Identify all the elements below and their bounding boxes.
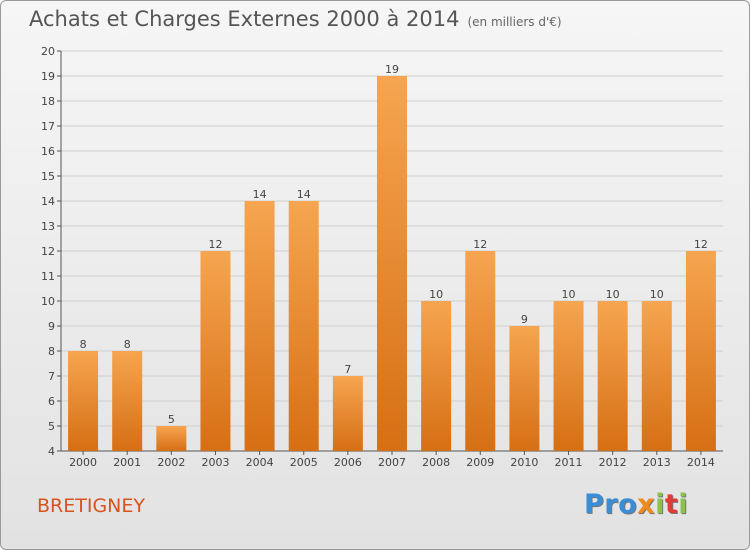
logo-t: t	[664, 489, 679, 520]
x-tick-label: 2012	[599, 456, 627, 469]
x-tick-label: 2006	[334, 456, 362, 469]
bar	[112, 351, 143, 451]
y-tick-label: 7	[48, 370, 55, 383]
bar	[597, 301, 628, 451]
bar	[509, 326, 540, 451]
bar	[200, 251, 231, 451]
chart-title-text: Achats et Charges Externes 2000 à 2014	[29, 7, 460, 31]
x-tick-label: 2002	[157, 456, 185, 469]
bar-value-label: 9	[521, 313, 528, 326]
bar	[244, 201, 275, 451]
bar	[288, 201, 319, 451]
bar-value-label: 10	[650, 288, 664, 301]
y-tick-label: 18	[41, 95, 55, 108]
y-tick-label: 6	[48, 395, 55, 408]
x-tick-label: 2013	[643, 456, 671, 469]
y-tick-label: 16	[41, 145, 55, 158]
x-tick-label: 2000	[69, 456, 97, 469]
bar-value-label: 7	[344, 363, 351, 376]
bar-value-label: 19	[385, 63, 399, 76]
y-tick-label: 8	[48, 345, 55, 358]
bar	[332, 376, 363, 451]
bar	[465, 251, 496, 451]
x-tick-label: 2004	[246, 456, 274, 469]
x-tick-label: 2005	[290, 456, 318, 469]
logo-pro: Pro	[584, 489, 638, 520]
bar-value-label: 12	[208, 238, 222, 251]
bar-value-label: 8	[80, 338, 87, 351]
y-tick-label: 20	[41, 45, 55, 58]
y-tick-label: 17	[41, 120, 55, 133]
commune-name: BRETIGNEY	[37, 495, 145, 517]
bar	[156, 426, 187, 451]
y-tick-label: 13	[41, 220, 55, 233]
y-tick-label: 14	[41, 195, 55, 208]
logo-i: i	[655, 489, 665, 520]
data-labels: 8 8 5 12 14 14 7 19 10 12 9 10 10 10 12	[80, 63, 708, 426]
bar-value-label: 10	[606, 288, 620, 301]
bar	[641, 301, 672, 451]
bar	[68, 351, 99, 451]
logo-i2: i	[678, 489, 689, 520]
bar-value-label: 5	[168, 413, 175, 426]
y-tick-label: 19	[41, 70, 55, 83]
logo-x: x	[637, 489, 656, 520]
proxiti-logo[interactable]: Proxiti	[584, 489, 688, 520]
x-tick-label: 2001	[113, 456, 141, 469]
bar	[685, 251, 716, 451]
bar-value-label: 10	[429, 288, 443, 301]
x-tick-label: 2011	[555, 456, 583, 469]
y-tick-label: 15	[41, 170, 55, 183]
x-tick-label: 2003	[201, 456, 229, 469]
bar-value-label: 10	[562, 288, 576, 301]
y-tick-label: 5	[48, 420, 55, 433]
bar	[421, 301, 452, 451]
bar	[377, 76, 407, 451]
bar-value-label: 14	[297, 188, 311, 201]
y-tick-label: 11	[41, 270, 55, 283]
chart-title: Achats et Charges Externes 2000 à 2014 (e…	[29, 7, 562, 31]
x-tick-labels: 2000 2001 2002 2003 2004 2005 2006 2007 2008 2009…	[69, 451, 715, 469]
chart-subtitle: (en milliers d'€)	[467, 15, 562, 29]
y-tick-label: 9	[48, 320, 55, 333]
y-tick-label: 4	[48, 445, 55, 458]
bar-value-label: 12	[694, 238, 708, 251]
y-tick-label: 12	[41, 245, 55, 258]
y-tick-labels: 4 5 6 7 8 9 10 11 12 13 14 15 16 17 18 19 20	[41, 45, 55, 458]
x-tick-label: 2014	[687, 456, 715, 469]
x-tick-label: 2007	[378, 456, 406, 469]
y-tick-label: 10	[41, 295, 55, 308]
bar	[553, 301, 584, 451]
bars	[68, 76, 716, 451]
x-tick-label: 2008	[422, 456, 450, 469]
bar-value-label: 14	[253, 188, 267, 201]
x-tick-label: 2010	[510, 456, 538, 469]
bar-value-label: 8	[124, 338, 131, 351]
bar-value-label: 12	[473, 238, 487, 251]
x-tick-label: 2009	[466, 456, 494, 469]
